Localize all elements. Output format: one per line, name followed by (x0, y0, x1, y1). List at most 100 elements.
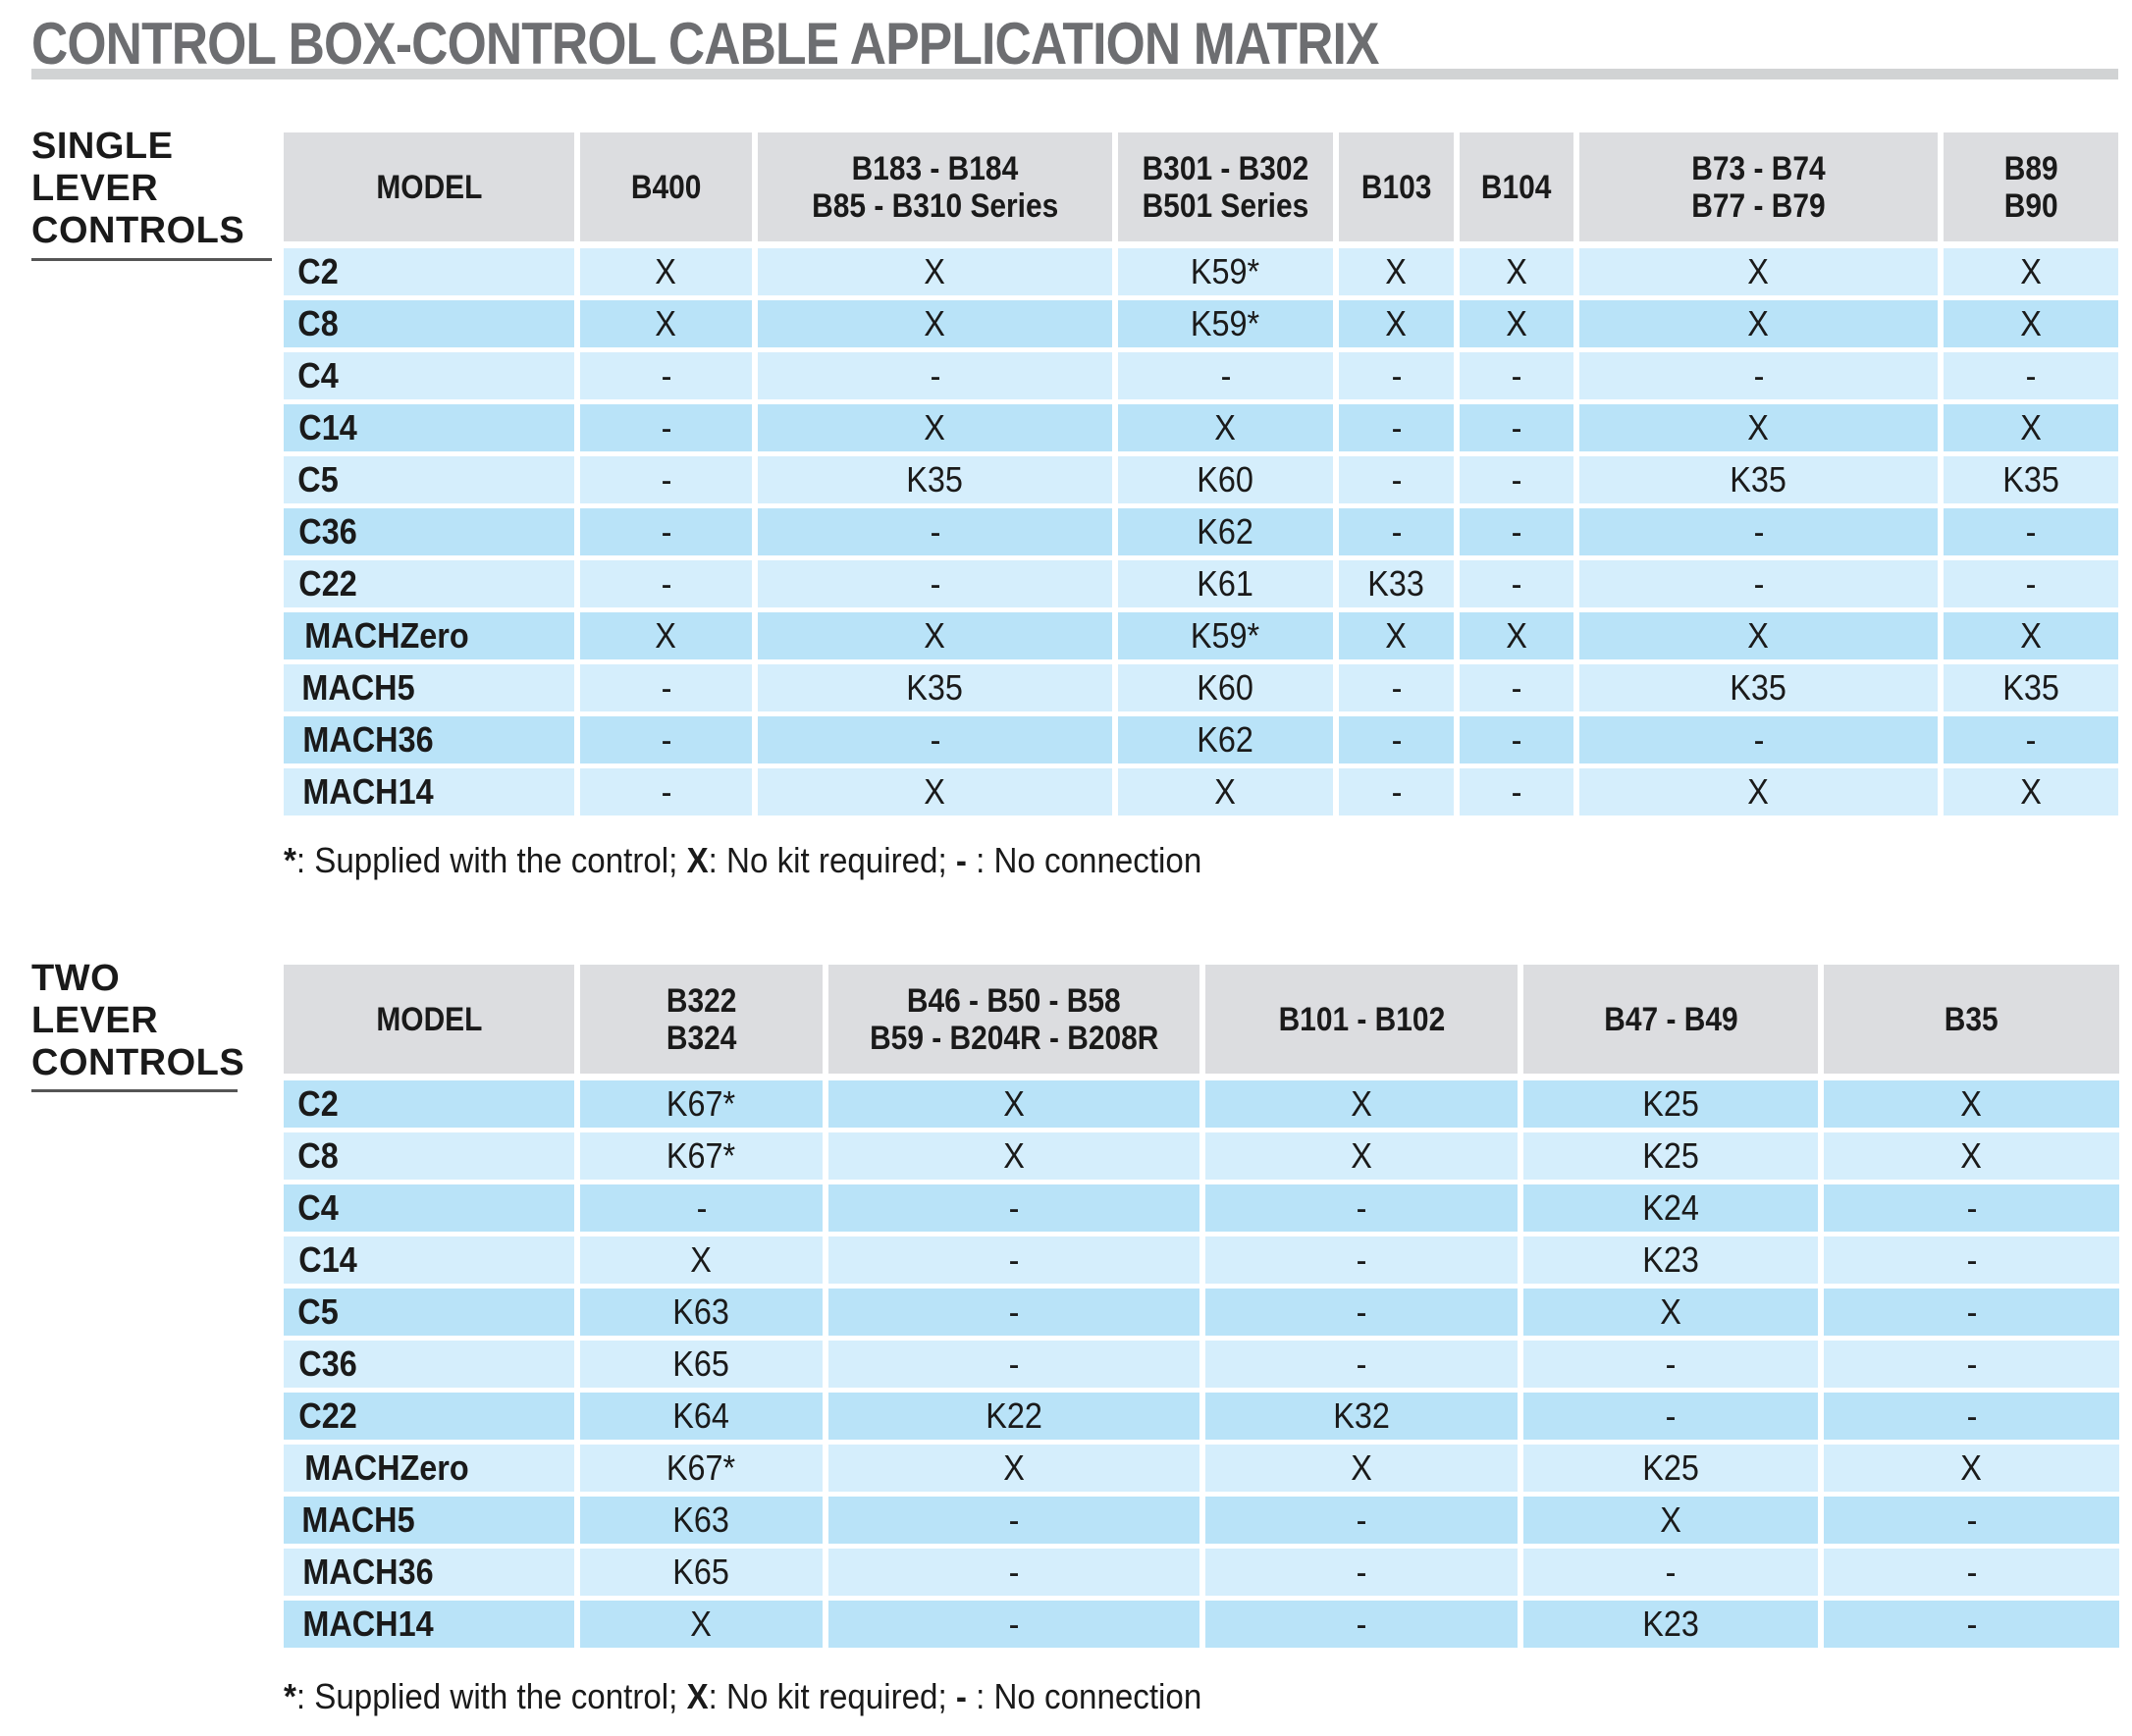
matrix-cell: X (1460, 300, 1579, 352)
table-row: C14 X - - K23 - (284, 1236, 2119, 1289)
column-header-label: MODEL (375, 1000, 483, 1038)
cell-value: X (2020, 303, 2042, 343)
cell-value: X (655, 303, 677, 343)
column-header-label: B501 Series (1142, 186, 1309, 225)
matrix-cell: - (1205, 1549, 1523, 1601)
matrix-cell: X (1824, 1080, 2119, 1132)
matrix-cell: K35 (758, 456, 1118, 508)
matrix-cell: - (1460, 352, 1579, 404)
single-lever-table-header: MODEL B400 B183 - B184 B85 - B310 Series B30… (284, 132, 2118, 248)
cell-value: X (1747, 615, 1770, 656)
matrix-cell: K62 (1118, 508, 1339, 560)
matrix-cell: X (1944, 612, 2118, 664)
cell-value: - (1511, 771, 1522, 812)
cell-value: X (924, 407, 946, 447)
table-row: C5 K63 - - X - (284, 1289, 2119, 1341)
matrix-cell: - (1460, 768, 1579, 820)
matrix-cell: - (1460, 456, 1579, 508)
cell-value: X (690, 1239, 713, 1280)
cell-value: X (1385, 615, 1408, 656)
cell-value: - (2025, 719, 2037, 760)
matrix-cell: - (1205, 1341, 1523, 1393)
matrix-cell: - (580, 1184, 828, 1236)
model-cell: C5 (284, 1289, 580, 1341)
cell-value: - (1356, 1187, 1367, 1228)
cell-value: K62 (1197, 719, 1254, 760)
matrix-cell: - (1460, 716, 1579, 768)
cell-value: K35 (1730, 459, 1787, 500)
cell-value: - (1391, 407, 1402, 447)
table-row: MACHZero K67* X X K25 X (284, 1445, 2119, 1497)
column-header-label: B73 - B74 (1691, 149, 1826, 187)
cell-value: - (1391, 667, 1402, 708)
table-row: C2 K67* X X K25 X (284, 1080, 2119, 1132)
cell-value: K67* (666, 1447, 736, 1488)
cell-value: - (1008, 1552, 1020, 1592)
cell-value: - (2025, 563, 2037, 604)
matrix-cell: - (1118, 352, 1339, 404)
cell-value: - (1356, 1239, 1367, 1280)
model-name: MACH36 (302, 1552, 434, 1592)
table-row: C14 - X X - - X X (284, 404, 2118, 456)
column-header: B35 (1824, 965, 2119, 1080)
model-name: MACH14 (302, 771, 434, 812)
table-row: C2 X X K59* X X X X (284, 248, 2118, 300)
cell-value: - (661, 407, 671, 447)
table-row: C22 K64 K22 K32 - - (284, 1393, 2119, 1445)
cell-value: K23 (1642, 1604, 1699, 1644)
cell-value: K24 (1642, 1187, 1699, 1228)
footnote-dash-symbol: - (955, 840, 967, 880)
cell-value: - (1665, 1395, 1677, 1436)
matrix-cell: - (828, 1601, 1205, 1653)
cell-value: K33 (1367, 563, 1425, 604)
cell-value: - (930, 719, 940, 760)
matrix-cell: K35 (1579, 664, 1944, 716)
matrix-cell: - (1579, 352, 1944, 404)
cell-value: X (655, 251, 677, 291)
matrix-cell: K59* (1118, 248, 1339, 300)
matrix-cell: - (1579, 508, 1944, 560)
matrix-cell: X (758, 612, 1118, 664)
cell-value: - (1511, 667, 1522, 708)
cell-value: K25 (1642, 1135, 1699, 1176)
cell-value: K23 (1642, 1239, 1699, 1280)
footnote-x-symbol: X (686, 1676, 709, 1716)
cell-value: - (1008, 1187, 1020, 1228)
model-name: C22 (298, 1395, 357, 1436)
model-cell: C14 (284, 1236, 580, 1289)
cell-value: K35 (906, 459, 964, 500)
section-label-line: CONTROLS (31, 1042, 245, 1083)
matrix-cell: - (580, 456, 758, 508)
matrix-cell: X (1460, 612, 1579, 664)
matrix-cell: K67* (580, 1080, 828, 1132)
matrix-cell: - (1824, 1236, 2119, 1289)
column-header-label: B322 (666, 981, 737, 1020)
footnote-x-symbol: X (686, 840, 709, 880)
matrix-cell: K59* (1118, 612, 1339, 664)
matrix-cell: K22 (828, 1393, 1205, 1445)
matrix-cell: - (1944, 560, 2118, 612)
matrix-cell: K32 (1205, 1393, 1523, 1445)
cell-value: - (1665, 1552, 1677, 1592)
matrix-cell: K65 (580, 1341, 828, 1393)
cell-value: X (1660, 1291, 1681, 1332)
matrix-cell: - (1339, 352, 1460, 404)
cell-value: K62 (1197, 511, 1254, 552)
matrix-cell: - (580, 664, 758, 716)
cell-value: K63 (672, 1499, 730, 1540)
cell-value: X (1747, 407, 1770, 447)
matrix-cell: - (1339, 716, 1460, 768)
matrix-cell: X (1205, 1132, 1523, 1184)
model-name: C2 (297, 251, 339, 291)
cell-value: - (661, 355, 671, 395)
column-header-label: B77 - B79 (1691, 186, 1826, 225)
cell-value: - (661, 563, 671, 604)
cell-value: - (2025, 355, 2037, 395)
matrix-cell: - (828, 1497, 1205, 1549)
matrix-cell: K61 (1118, 560, 1339, 612)
matrix-cell: X (1460, 248, 1579, 300)
footnote-star-symbol: * (284, 840, 296, 880)
model-name: C5 (297, 459, 339, 500)
matrix-cell: X (1579, 248, 1944, 300)
cell-value: - (1008, 1499, 1020, 1540)
